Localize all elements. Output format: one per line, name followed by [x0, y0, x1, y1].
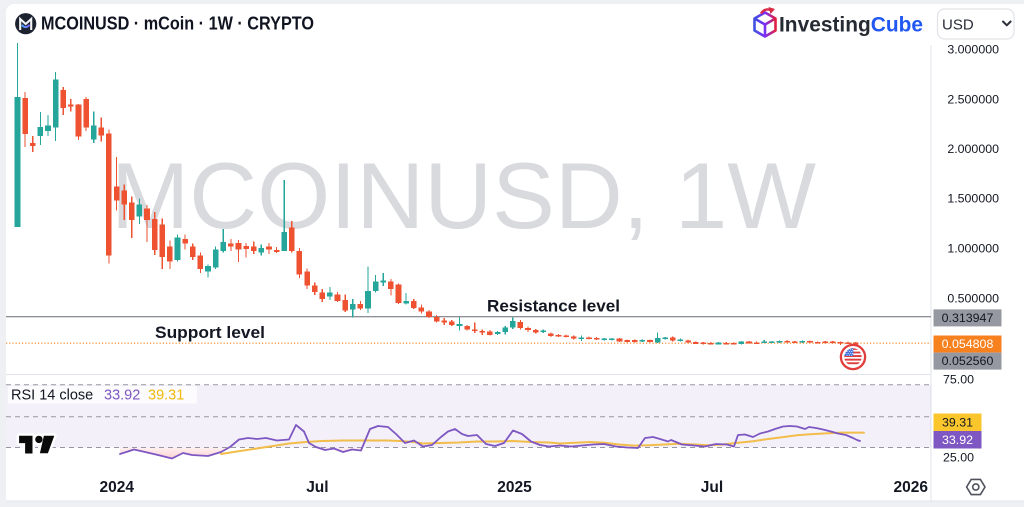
svg-text:2024: 2024: [100, 479, 135, 496]
svg-text:1.000000: 1.000000: [947, 241, 999, 255]
svg-text:33.92: 33.92: [942, 433, 973, 447]
svg-text:Jul: Jul: [701, 479, 723, 496]
svg-text:2026: 2026: [894, 479, 929, 496]
svg-text:RSI 14 close: RSI 14 close: [11, 388, 93, 404]
svg-text:33.92: 33.92: [104, 388, 140, 404]
svg-text:2.000000: 2.000000: [947, 142, 999, 156]
svg-text:2025: 2025: [497, 479, 532, 496]
svg-text:MCOINUSD, 1W: MCOINUSD, 1W: [111, 143, 816, 248]
svg-text:0.500000: 0.500000: [947, 291, 999, 305]
svg-text:0.054808: 0.054808: [942, 337, 994, 351]
svg-text:Jul: Jul: [306, 479, 328, 496]
svg-text:InvestingCube: InvestingCube: [779, 13, 923, 37]
svg-text:1.500000: 1.500000: [947, 191, 999, 205]
svg-text:0.052560: 0.052560: [942, 354, 994, 368]
svg-text:USD: USD: [942, 16, 974, 33]
svg-text:Resistance level: Resistance level: [487, 298, 620, 316]
svg-text:39.31: 39.31: [148, 388, 184, 404]
svg-text:Support level: Support level: [155, 324, 265, 342]
svg-text:2.500000: 2.500000: [947, 92, 999, 106]
svg-text:MCOINUSD · mCoin · 1W · CRYPTO: MCOINUSD · mCoin · 1W · CRYPTO: [41, 13, 314, 34]
svg-text:39.31: 39.31: [942, 416, 973, 430]
svg-text:0.313947: 0.313947: [942, 311, 994, 325]
svg-text:25.00: 25.00: [943, 451, 974, 465]
svg-text:3.000000: 3.000000: [947, 42, 999, 56]
svg-text:75.00: 75.00: [943, 373, 974, 387]
